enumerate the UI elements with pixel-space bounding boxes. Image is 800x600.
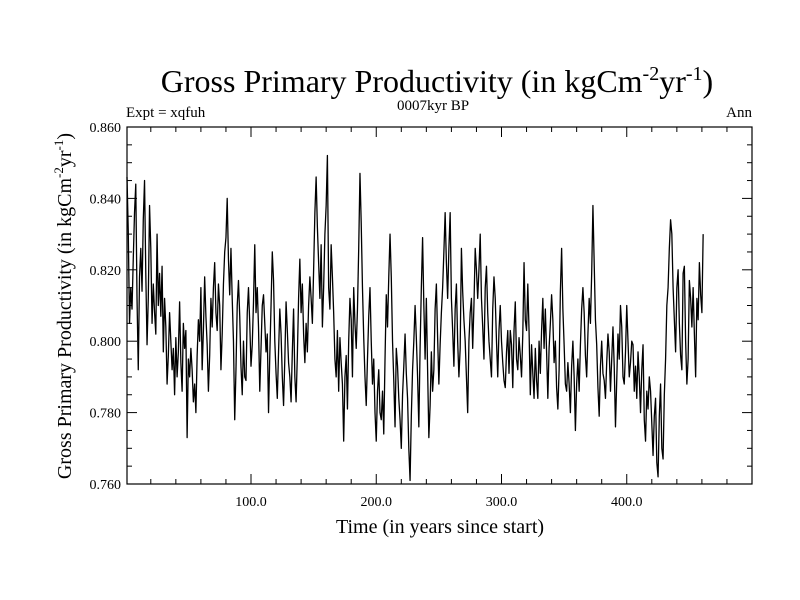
x-tick-label: 400.0 [611, 495, 643, 510]
y-tick-label: 0.840 [90, 192, 122, 207]
x-tick-label: 300.0 [486, 495, 518, 510]
plot-frame [126, 126, 753, 485]
experiment-label: Expt = xqfuh [126, 105, 206, 121]
y-tick-label: 0.780 [90, 407, 122, 422]
season-label: Ann [726, 105, 752, 121]
y-tick-label: 0.800 [90, 335, 122, 350]
y-tick-label: 0.860 [90, 121, 122, 136]
series-line-gpp [126, 154, 704, 482]
x-tick-label: 100.0 [235, 495, 267, 510]
period-label: 0007kyr BP [397, 98, 469, 114]
y-tick-labels: 0.760 0.780 0.800 0.820 0.840 0.860 [90, 121, 122, 493]
x-tick-labels: 100.0 200.0 300.0 400.0 [235, 495, 642, 510]
y-tick-label: 0.760 [90, 478, 122, 493]
x-axis-label: Time (in years since start) [336, 516, 544, 538]
y-axis-label: Gross Primary Productivity (in kgCm-2yr-… [51, 133, 76, 479]
y-tick-label: 0.820 [90, 264, 122, 279]
axis-ticks [127, 126, 752, 485]
x-tick-label: 200.0 [360, 495, 392, 510]
chart-title: Gross Primary Productivity (in kgCm-2yr-… [161, 63, 713, 99]
